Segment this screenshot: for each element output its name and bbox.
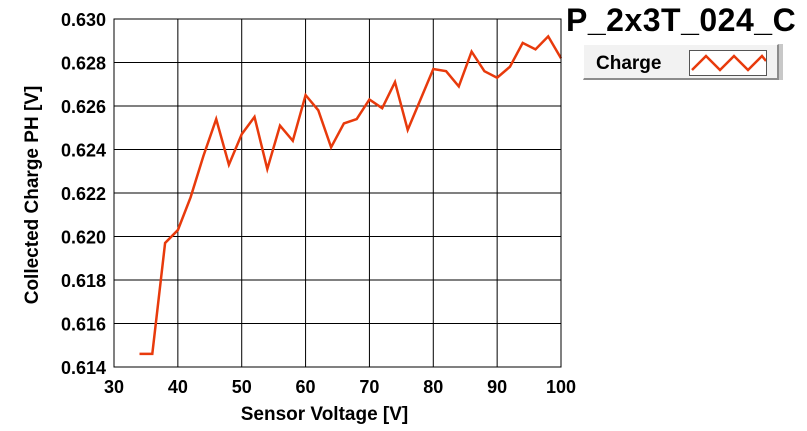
x-tick-label: 50 [232, 377, 252, 397]
y-tick-label: 0.614 [61, 358, 106, 378]
legend-line-icon [691, 54, 766, 72]
y-axis-label: Collected Charge PH [V] [22, 86, 43, 305]
x-axis-label: Sensor Voltage [V] [241, 404, 409, 425]
x-tick-label: 40 [168, 377, 188, 397]
y-tick-label: 0.616 [61, 315, 106, 335]
y-tick-label: 0.630 [61, 10, 106, 30]
chart-title: P_2x3T_024_C [566, 2, 797, 38]
y-tick-label: 0.626 [61, 97, 106, 117]
x-tick-label: 100 [546, 377, 576, 397]
x-tick-label: 80 [423, 377, 443, 397]
plot-border [113, 18, 562, 368]
y-tick-label: 0.620 [61, 228, 106, 248]
y-tick-label: 0.618 [61, 271, 106, 291]
tick-labels: 30 40 50 60 70 80 90 100 0.614 0.616 0.618 0.620 0.6… [61, 10, 576, 397]
legend-swatch [689, 50, 767, 76]
x-tick-label: 70 [359, 377, 379, 397]
x-tick-label: 60 [296, 377, 316, 397]
series-line-charge [139, 34, 563, 356]
series-layer [139, 34, 563, 356]
x-tick-label: 30 [104, 377, 124, 397]
y-tick-label: 0.624 [61, 141, 106, 161]
legend-scrollbar[interactable] [779, 44, 783, 80]
legend-entry-label: Charge [596, 53, 662, 74]
y-tick-label: 0.622 [61, 184, 106, 204]
y-tick-label: 0.628 [61, 54, 106, 74]
x-tick-label: 90 [487, 377, 507, 397]
legend[interactable]: Charge [583, 44, 779, 80]
